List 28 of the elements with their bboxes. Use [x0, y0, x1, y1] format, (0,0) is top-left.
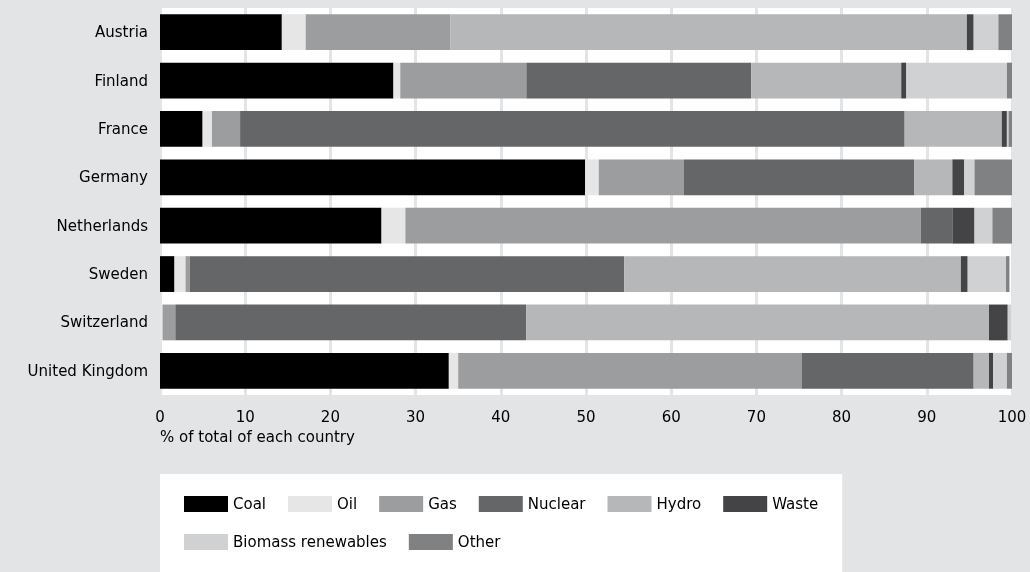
- y-tick-label: United Kingdom: [27, 361, 148, 380]
- x-tick-label: 20: [320, 407, 340, 426]
- legend-label: Nuclear: [527, 495, 587, 513]
- x-tick-label: 30: [406, 407, 426, 426]
- x-tick-label: 40: [491, 407, 511, 426]
- x-tick-label: 80: [832, 407, 852, 426]
- y-tick-label: Sweden: [88, 265, 148, 284]
- y-tick-label: Finland: [94, 71, 148, 90]
- y-tick-label: Netherlands: [56, 216, 149, 235]
- x-tick-label: 10: [235, 407, 255, 426]
- x-tick-label: 100: [997, 407, 1027, 426]
- y-tick-label: France: [98, 119, 148, 138]
- x-tick-label: 50: [576, 407, 596, 426]
- legend-label: Other: [457, 533, 502, 551]
- legend-label: Waste: [772, 495, 819, 513]
- x-tick-label: 0: [155, 407, 165, 426]
- x-tick-label: 60: [661, 407, 681, 426]
- legend-label: Coal: [233, 495, 267, 513]
- legend-label: Gas: [428, 495, 457, 513]
- legend-label: Oil: [337, 495, 358, 513]
- legend-label: Biomass renewables: [233, 533, 388, 551]
- y-tick-label: Germany: [79, 168, 149, 187]
- legend-label: Hydro: [656, 495, 702, 513]
- x-tick-label: 90: [917, 407, 937, 426]
- y-tick-label: Switzerland: [60, 313, 148, 332]
- x-axis-title: % of total of each country: [160, 427, 355, 446]
- y-tick-label: Austria: [95, 23, 148, 42]
- x-tick-label: 70: [746, 407, 766, 426]
